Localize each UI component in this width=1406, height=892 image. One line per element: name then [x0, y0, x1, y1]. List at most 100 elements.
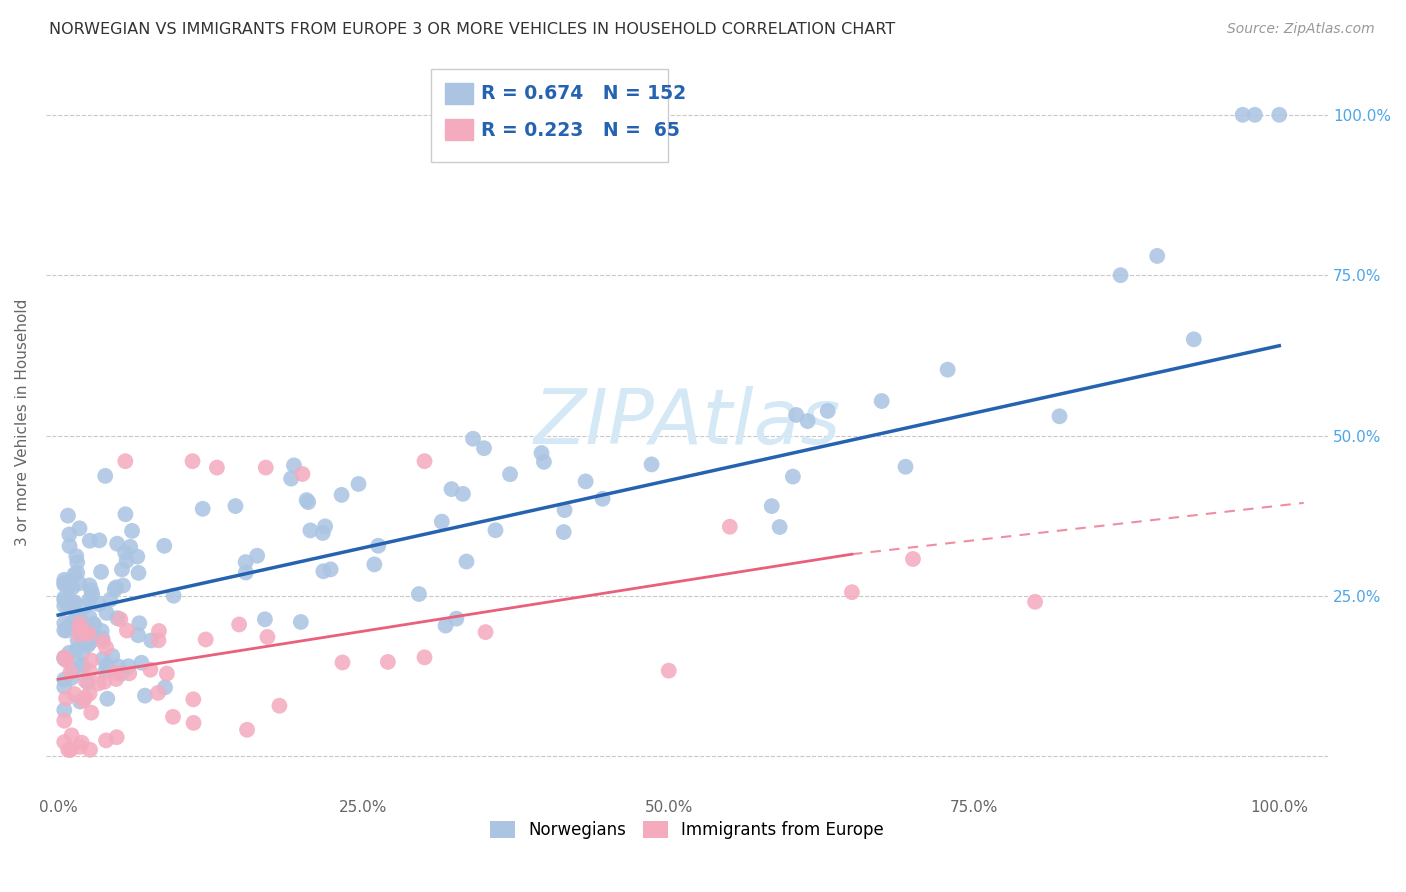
- Point: [162, 710, 184, 724]
- Point: [121, 524, 143, 538]
- Point: [235, 566, 257, 580]
- Point: [101, 648, 124, 663]
- Point: [1244, 108, 1267, 122]
- Point: [104, 582, 127, 597]
- FancyBboxPatch shape: [444, 120, 472, 140]
- Point: [456, 555, 478, 569]
- Point: [62, 663, 84, 677]
- Point: [91, 634, 114, 648]
- Point: [90, 565, 112, 579]
- Point: [91, 632, 114, 646]
- Point: [69, 621, 91, 635]
- Point: [785, 408, 807, 422]
- Point: [73, 690, 96, 705]
- Point: [58, 580, 80, 594]
- Point: [246, 549, 269, 563]
- Point: [105, 537, 128, 551]
- Point: [79, 743, 101, 757]
- Point: [472, 441, 495, 455]
- Point: [83, 617, 105, 632]
- Point: [82, 587, 104, 601]
- Point: [77, 638, 100, 652]
- Point: [367, 539, 389, 553]
- Point: [70, 657, 93, 672]
- Point: [69, 739, 91, 754]
- Point: [53, 577, 76, 591]
- Point: [80, 583, 103, 598]
- Point: [70, 615, 93, 630]
- Point: [80, 706, 103, 720]
- Point: [658, 664, 681, 678]
- Point: [153, 681, 176, 695]
- Point: [73, 627, 96, 641]
- Point: [94, 640, 117, 655]
- Point: [66, 632, 89, 647]
- Point: [283, 458, 305, 473]
- Point: [94, 469, 117, 483]
- Point: [114, 508, 136, 522]
- Point: [194, 632, 217, 647]
- Point: [60, 728, 83, 742]
- Text: R = 0.674   N = 152: R = 0.674 N = 152: [481, 85, 686, 103]
- Point: [53, 650, 76, 665]
- Point: [55, 624, 77, 638]
- Point: [254, 460, 277, 475]
- Point: [530, 446, 553, 460]
- Point: [66, 611, 89, 625]
- Point: [79, 635, 101, 649]
- Point: [58, 539, 80, 553]
- Point: [235, 555, 257, 569]
- Point: [163, 589, 186, 603]
- Point: [295, 493, 318, 508]
- Legend: Norwegians, Immigrants from Europe: Norwegians, Immigrants from Europe: [484, 814, 891, 846]
- Point: [114, 545, 136, 559]
- Point: [63, 595, 86, 609]
- Point: [75, 599, 97, 613]
- Point: [58, 618, 80, 632]
- Point: [65, 549, 87, 564]
- Point: [408, 587, 430, 601]
- Point: [82, 626, 104, 640]
- Point: [111, 562, 134, 576]
- Point: [114, 454, 136, 468]
- Point: [53, 573, 76, 587]
- Point: [128, 616, 150, 631]
- Point: [141, 633, 163, 648]
- Point: [83, 616, 105, 631]
- Point: [79, 533, 101, 548]
- Point: [153, 539, 176, 553]
- Point: [183, 715, 205, 730]
- Point: [139, 663, 162, 677]
- Point: [451, 487, 474, 501]
- Point: [1049, 409, 1071, 424]
- Point: [769, 520, 792, 534]
- Point: [53, 680, 76, 694]
- Point: [280, 472, 302, 486]
- Point: [53, 673, 76, 687]
- Point: [56, 599, 79, 613]
- Point: [718, 519, 741, 533]
- Point: [80, 632, 103, 647]
- Point: [269, 698, 291, 713]
- Point: [413, 454, 436, 468]
- Point: [105, 672, 128, 686]
- Point: [936, 362, 959, 376]
- Point: [553, 524, 575, 539]
- Point: [413, 650, 436, 665]
- Point: [312, 564, 335, 578]
- Point: [461, 432, 484, 446]
- Point: [53, 703, 76, 717]
- Point: [100, 592, 122, 607]
- Point: [69, 610, 91, 624]
- Point: [60, 581, 83, 595]
- Point: [484, 523, 506, 537]
- Point: [58, 743, 80, 757]
- Point: [72, 645, 94, 659]
- Point: [53, 575, 76, 590]
- Point: [79, 610, 101, 624]
- Point: [90, 624, 112, 638]
- Point: [94, 733, 117, 747]
- Point: [1182, 332, 1205, 346]
- Point: [105, 611, 128, 625]
- Point: [554, 503, 576, 517]
